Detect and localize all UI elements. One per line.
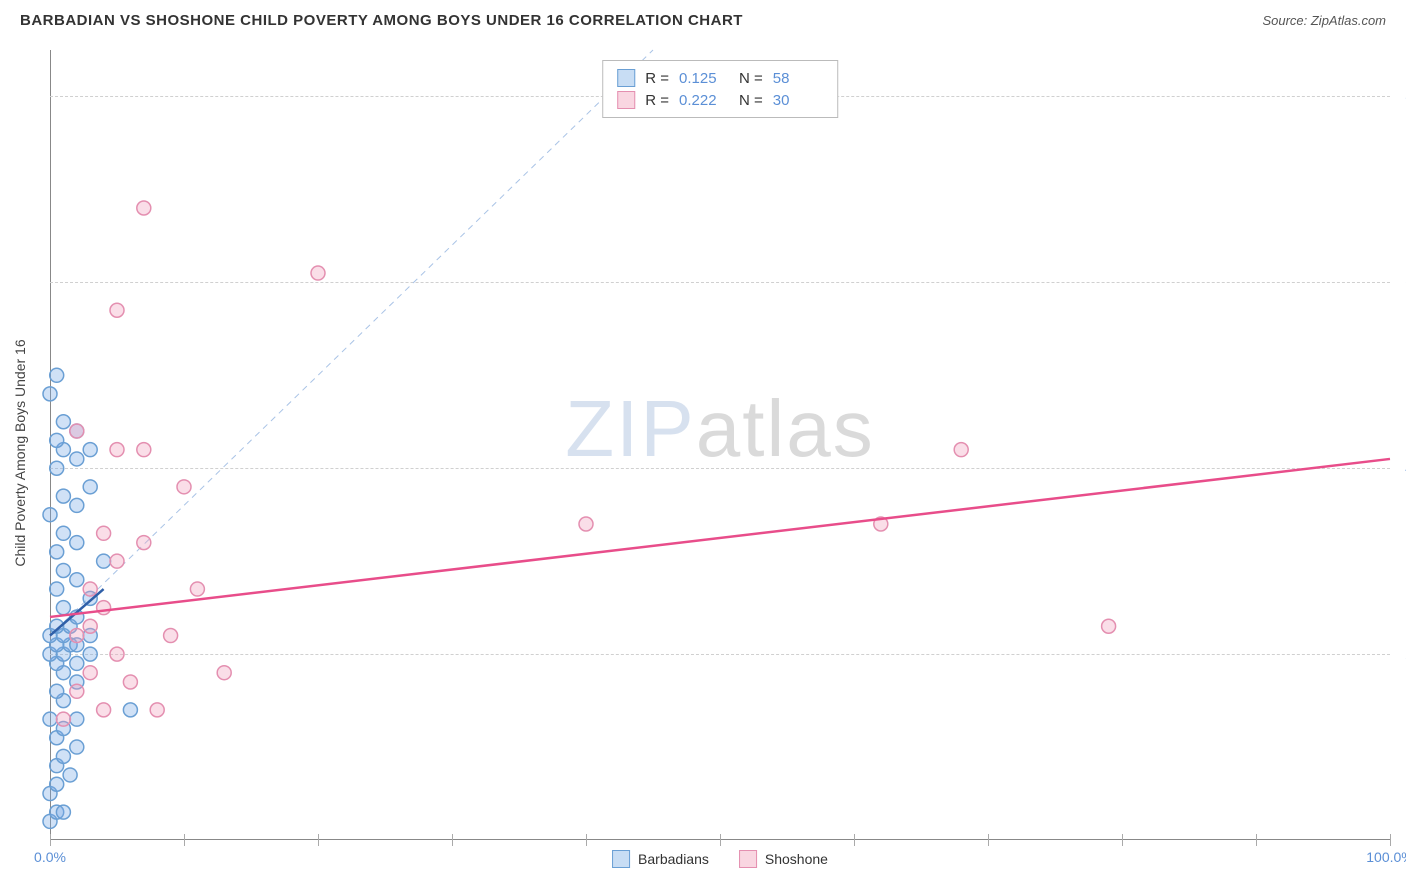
x-tick [1390, 834, 1391, 846]
stat-r-value-2: 0.222 [679, 92, 729, 109]
scatter-point [97, 526, 111, 540]
scatter-point [137, 201, 151, 215]
scatter-point [50, 368, 64, 382]
chart-area: Child Poverty Among Boys Under 16 20.0%4… [50, 50, 1390, 840]
scatter-point [137, 443, 151, 457]
scatter-point [70, 656, 84, 670]
scatter-point [50, 777, 64, 791]
scatter-point [43, 508, 57, 522]
scatter-point [110, 554, 124, 568]
stat-r-label: R = [645, 70, 669, 87]
scatter-point [123, 703, 137, 717]
scatter-point [137, 536, 151, 550]
stat-n-value-2: 30 [773, 92, 823, 109]
stats-row-series2: R = 0.222 N = 30 [617, 89, 823, 111]
scatter-point [70, 573, 84, 587]
bottom-legend: Barbadians Shoshone [612, 850, 828, 868]
legend-item-series1: Barbadians [612, 850, 709, 868]
scatter-point [56, 563, 70, 577]
scatter-point [83, 666, 97, 680]
scatter-point [579, 517, 593, 531]
scatter-point [110, 303, 124, 317]
stat-n-value-1: 58 [773, 70, 823, 87]
scatter-point [70, 740, 84, 754]
stats-row-series1: R = 0.125 N = 58 [617, 67, 823, 89]
scatter-point [50, 545, 64, 559]
scatter-point [50, 433, 64, 447]
scatter-point [63, 768, 77, 782]
scatter-point [217, 666, 231, 680]
scatter-point [43, 712, 57, 726]
scatter-point [83, 443, 97, 457]
scatter-point [56, 805, 70, 819]
scatter-point [43, 387, 57, 401]
scatter-point [50, 684, 64, 698]
scatter-point [70, 424, 84, 438]
scatter-point [83, 619, 97, 633]
scatter-overlay [50, 50, 1390, 840]
scatter-point [1102, 619, 1116, 633]
scatter-point [97, 703, 111, 717]
scatter-point [190, 582, 204, 596]
stat-r-label: R = [645, 92, 669, 109]
scatter-point [83, 647, 97, 661]
scatter-point [954, 443, 968, 457]
scatter-point [83, 480, 97, 494]
scatter-point [56, 489, 70, 503]
scatter-point [110, 443, 124, 457]
swatch-series1 [617, 69, 635, 87]
scatter-point [311, 266, 325, 280]
scatter-point [164, 629, 178, 643]
scatter-point [70, 452, 84, 466]
y-axis-label: Child Poverty Among Boys Under 16 [12, 339, 28, 566]
swatch-series2 [617, 91, 635, 109]
scatter-point [150, 703, 164, 717]
scatter-point [56, 526, 70, 540]
stat-n-label: N = [739, 70, 763, 87]
x-tick-label: 0.0% [34, 849, 66, 865]
stats-box: R = 0.125 N = 58 R = 0.222 N = 30 [602, 60, 838, 118]
stat-r-value-1: 0.125 [679, 70, 729, 87]
scatter-point [70, 712, 84, 726]
scatter-point [177, 480, 191, 494]
page-title: BARBADIAN VS SHOSHONE CHILD POVERTY AMON… [20, 12, 743, 29]
scatter-point [56, 749, 70, 763]
scatter-point [70, 536, 84, 550]
scatter-point [50, 461, 64, 475]
legend-label-series2: Shoshone [765, 851, 828, 867]
stat-n-label: N = [739, 92, 763, 109]
scatter-point [70, 629, 84, 643]
legend-label-series1: Barbadians [638, 851, 709, 867]
legend-swatch-series1 [612, 850, 630, 868]
scatter-point [56, 415, 70, 429]
x-tick-label: 100.0% [1366, 849, 1406, 865]
scatter-point [70, 684, 84, 698]
scatter-point [97, 554, 111, 568]
legend-swatch-series2 [739, 850, 757, 868]
scatter-point [123, 675, 137, 689]
scatter-point [50, 582, 64, 596]
scatter-point [56, 712, 70, 726]
scatter-point [83, 582, 97, 596]
source-attribution: Source: ZipAtlas.com [1262, 13, 1386, 28]
legend-item-series2: Shoshone [739, 850, 828, 868]
scatter-point [56, 601, 70, 615]
scatter-point [97, 601, 111, 615]
scatter-point [110, 647, 124, 661]
scatter-point [70, 498, 84, 512]
